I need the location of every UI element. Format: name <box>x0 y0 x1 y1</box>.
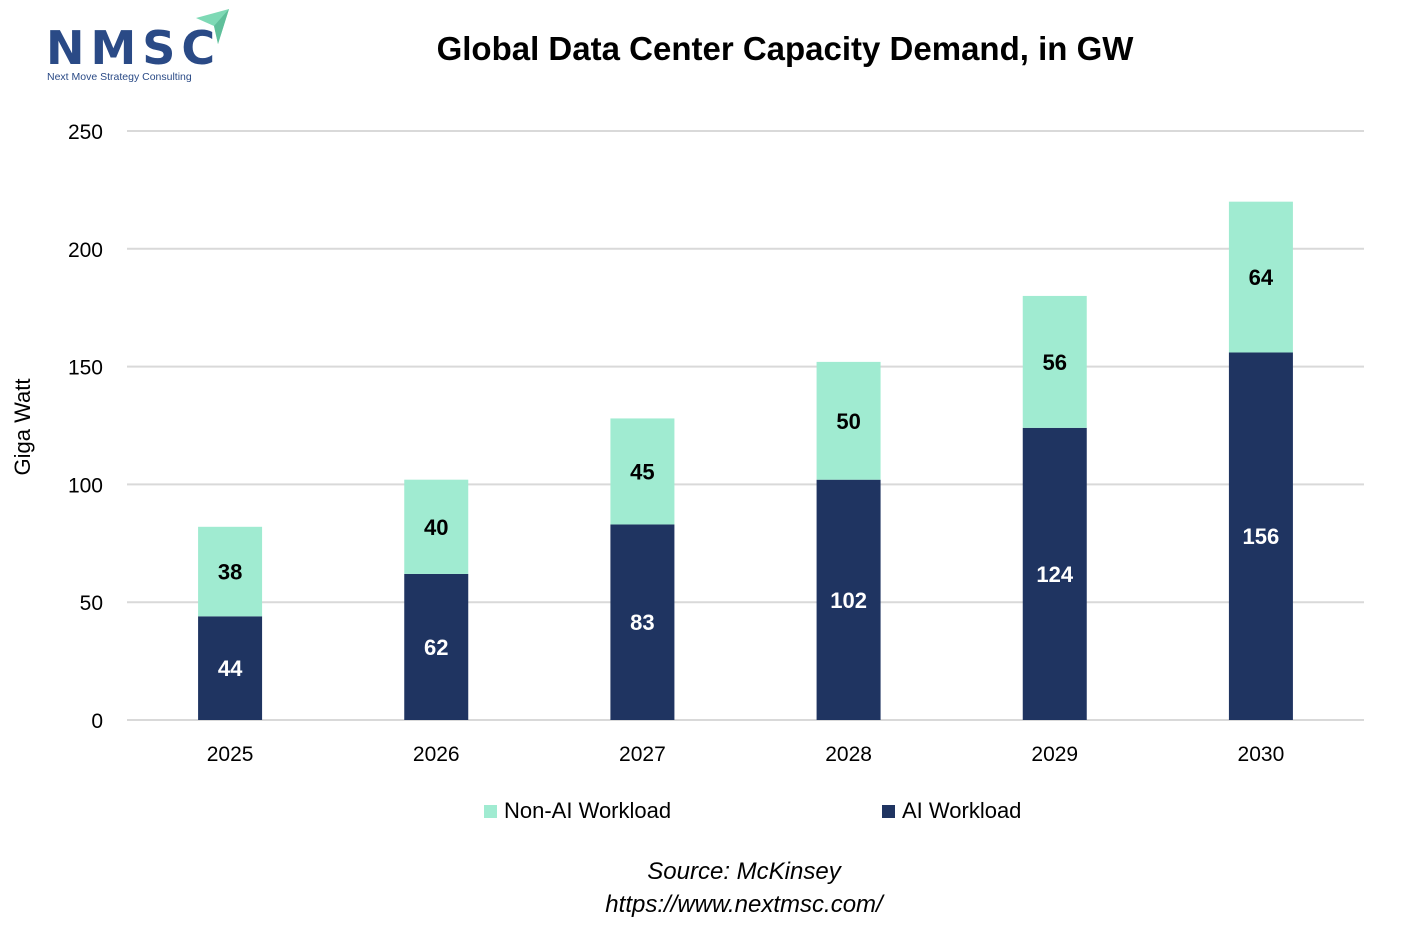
stacked-bar-chart: 0 50 100 150 200 250 44 38 62 40 83 45 102 50 124 56 15… <box>10 121 1364 766</box>
logo-wordmark: NMSC <box>46 21 222 75</box>
x-tick-label: 2025 <box>207 743 254 766</box>
bar-non-ai-workload-2028 <box>816 361 881 480</box>
y-tick-label: 0 <box>91 710 103 733</box>
data-label-ai-workload-2028: 102 <box>830 588 867 613</box>
bar-ai-workload-2026 <box>404 573 469 720</box>
logo-tagline: Next Move Strategy Consulting <box>47 71 192 83</box>
x-tick-label: 2027 <box>619 743 666 766</box>
legend-label-non-ai: Non-AI Workload <box>504 798 672 823</box>
source-note: Source: McKinsey <box>647 858 841 885</box>
bar-non-ai-workload-2026 <box>404 479 469 574</box>
data-label-non-ai-workload-2025: 38 <box>218 560 242 585</box>
data-label-non-ai-workload-2027: 45 <box>630 459 654 484</box>
data-label-non-ai-workload-2028: 50 <box>836 409 860 434</box>
bar-non-ai-workload-2025 <box>198 526 263 617</box>
y-axis-label: Giga Watt <box>10 379 35 476</box>
data-label-non-ai-workload-2026: 40 <box>424 515 448 540</box>
bar-ai-workload-2027 <box>610 524 675 720</box>
nmsc-logo: NMSC Next Move Strategy Consulting <box>44 8 244 88</box>
y-tick-label: 100 <box>68 474 103 497</box>
legend-label-ai: AI Workload <box>902 798 1022 823</box>
bar-ai-workload-2025 <box>198 616 263 720</box>
y-tick-label: 150 <box>68 357 103 380</box>
bar-non-ai-workload-2030 <box>1228 201 1293 353</box>
bar-ai-workload-2028 <box>816 479 881 720</box>
x-tick-label: 2028 <box>825 743 872 766</box>
bar-ai-workload-2030 <box>1228 352 1293 720</box>
y-tick-label: 50 <box>80 592 103 615</box>
data-label-ai-workload-2030: 156 <box>1243 524 1280 549</box>
y-tick-label: 250 <box>68 121 103 144</box>
x-tick-label: 2029 <box>1031 743 1078 766</box>
x-tick-label: 2030 <box>1238 743 1285 766</box>
legend-swatch-non-ai <box>484 804 497 818</box>
data-label-ai-workload-2026: 62 <box>424 635 448 660</box>
y-tick-label: 200 <box>68 239 103 262</box>
bar-non-ai-workload-2029 <box>1022 295 1087 428</box>
data-label-non-ai-workload-2029: 56 <box>1043 350 1067 375</box>
bar-ai-workload-2029 <box>1022 427 1087 720</box>
legend-item-ai: AI Workload <box>882 798 1021 824</box>
chart-title: Global Data Center Capacity Demand, in G… <box>436 30 1134 67</box>
paper-plane-icon <box>196 9 229 44</box>
source-url: https://www.nextmsc.com/ <box>605 891 883 918</box>
data-label-ai-workload-2027: 83 <box>630 610 654 635</box>
x-tick-label: 2026 <box>413 743 460 766</box>
bar-non-ai-workload-2027 <box>610 418 675 525</box>
legend-item-non-ai: Non-AI Workload <box>484 798 671 824</box>
data-label-ai-workload-2029: 124 <box>1036 562 1073 587</box>
legend-swatch-ai <box>882 804 895 818</box>
data-label-ai-workload-2025: 44 <box>218 656 243 681</box>
data-label-non-ai-workload-2030: 64 <box>1249 265 1274 290</box>
